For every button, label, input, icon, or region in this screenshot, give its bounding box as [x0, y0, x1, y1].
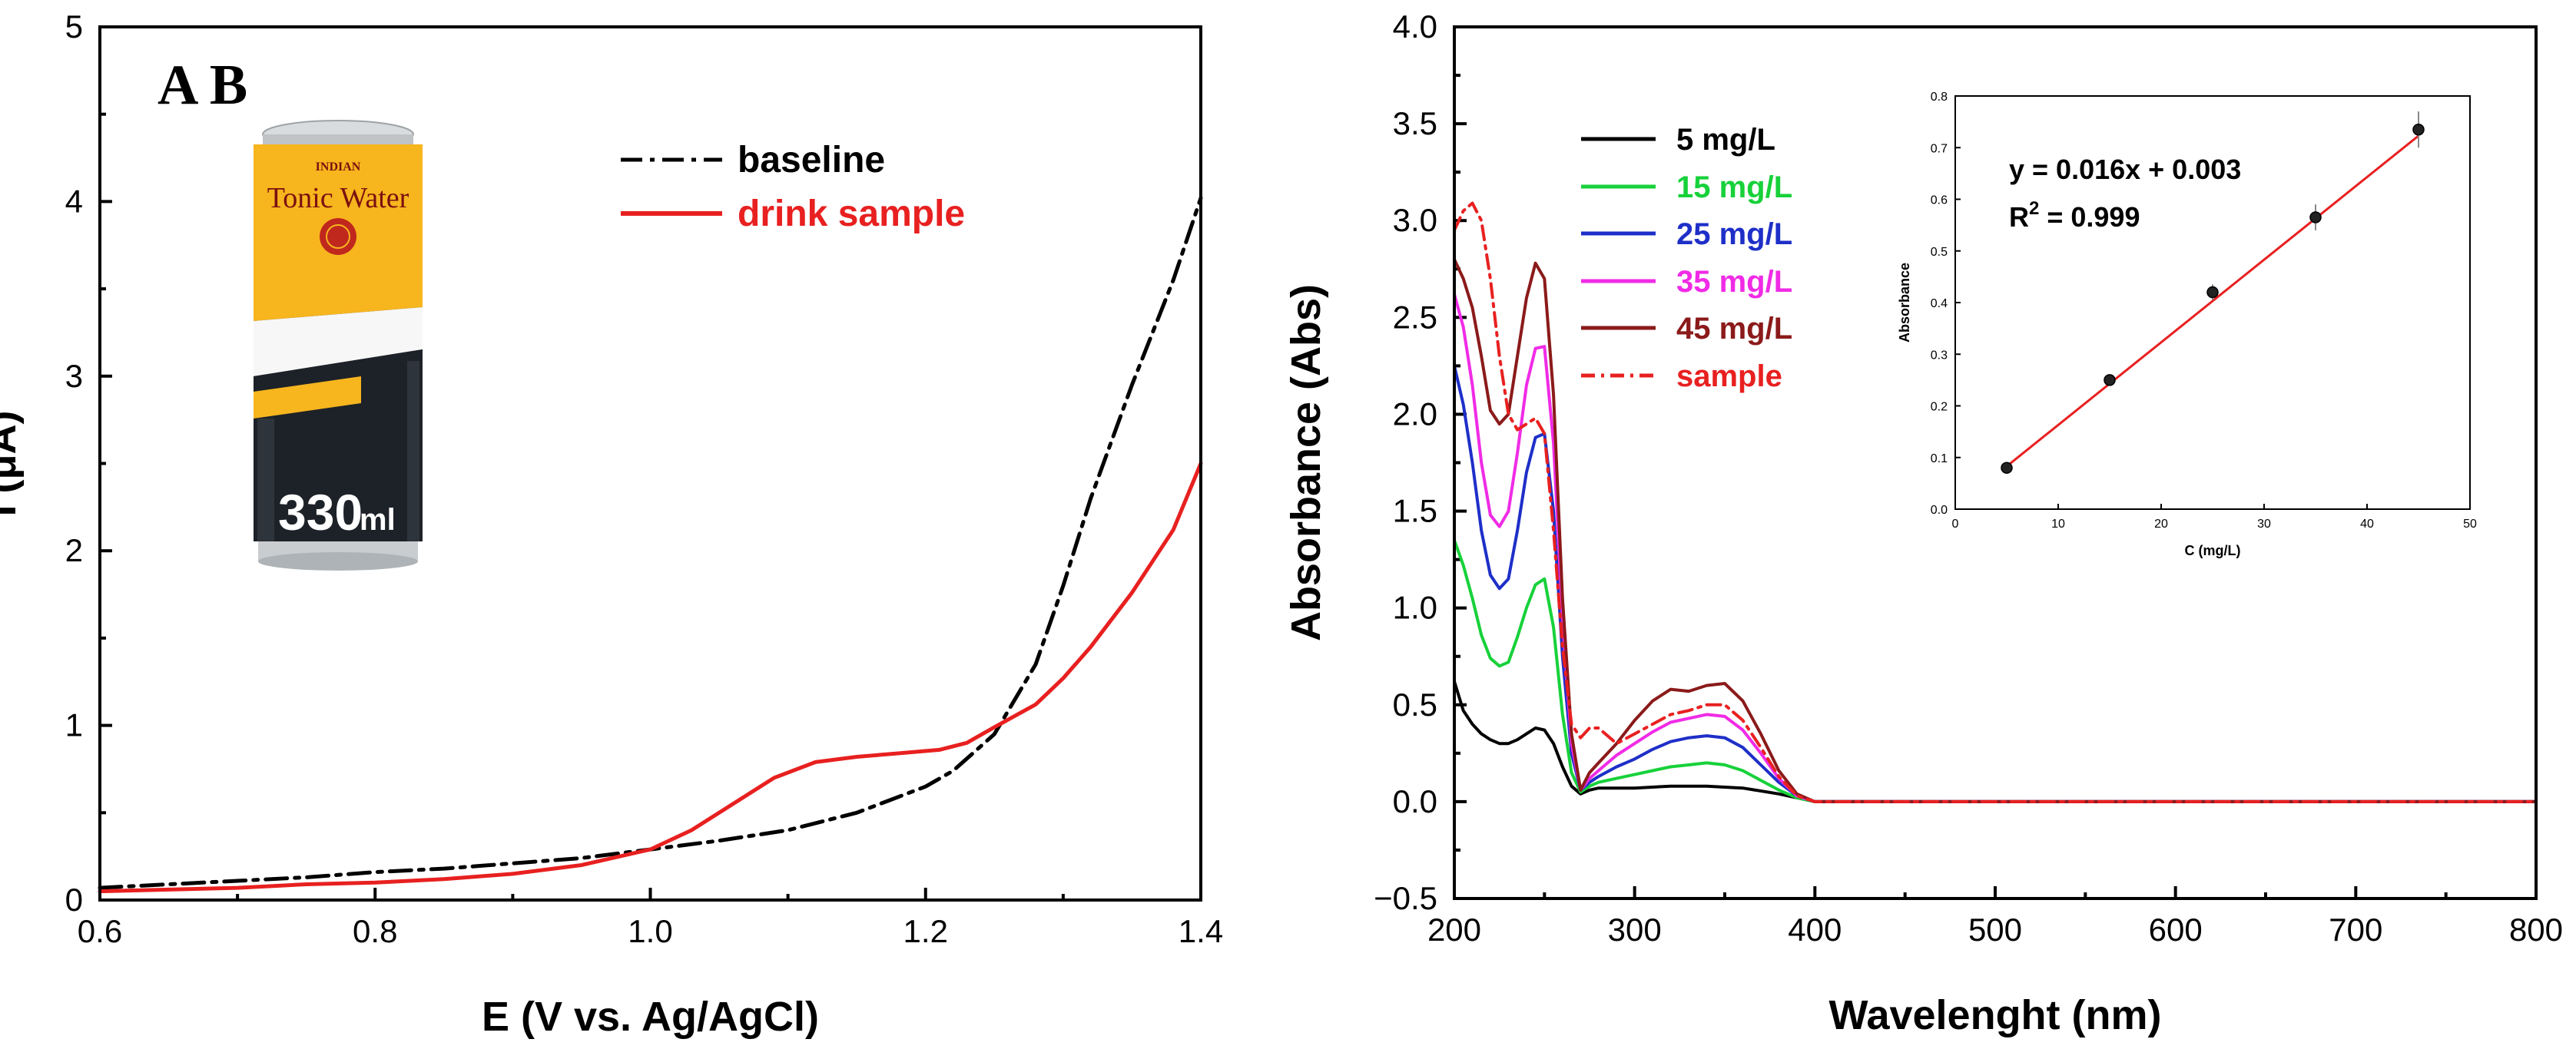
inset-tick-labels: 0 10 20 30 40 50 0.0 0.1 0.2 0.3 0.4 0.5 0.6 0.7 0.8 — [1931, 91, 2477, 531]
panel-b-legend: 5 mg/L 15 mg/L 25 mg/L 35 mg/L 45 mg/L s… — [1581, 123, 1792, 393]
legend-label-25mgL: 25 mg/L — [1676, 217, 1792, 251]
x-tick-label: 10 — [2051, 518, 2065, 531]
series-line-baseline — [98, 196, 1203, 890]
inset-equation: y = 0.016x + 0.003 — [2009, 154, 2241, 185]
y-tick-label: 0.7 — [1931, 142, 1948, 155]
y-tick-label: 0.6 — [1931, 194, 1948, 207]
tonic-water-can-image: INDIAN Tonic Water 330 ml — [254, 120, 423, 571]
x-tick-label: 700 — [2329, 912, 2382, 948]
panel-a-legend: baseline drink sample — [621, 140, 965, 234]
panel-b-ticks — [1453, 25, 2538, 900]
y-tick-label: 1 — [65, 707, 83, 743]
inset-x-axis-label: C (mg/L) — [2185, 543, 2241, 558]
data-point — [2104, 374, 2116, 386]
y-tick-label: 3.5 — [1393, 105, 1437, 141]
inset-y-axis-label: Absorbance — [1897, 263, 1912, 343]
y-tick-label: 0.2 — [1931, 401, 1948, 414]
data-point — [2001, 462, 2013, 474]
y-tick-label: 1.5 — [1393, 493, 1437, 529]
inset-fit-line — [2006, 134, 2419, 468]
panel-a-tick-labels: 0.6 0.8 1.0 1.2 1.4 0 1 2 3 4 5 — [65, 8, 1224, 949]
panel-letters: A B — [157, 54, 247, 117]
x-tick-label: 500 — [1968, 912, 2022, 948]
y-tick-label: 2.0 — [1393, 395, 1437, 432]
panel-b: 200 300 400 500 600 700 800−0.50.00.51.01.52.0… — [1283, 8, 2563, 1038]
series-line-sample — [1453, 201, 2538, 803]
panel-a-plot-frame — [98, 25, 1202, 902]
y-tick-label: 2.5 — [1393, 299, 1437, 335]
y-tick-label: 3 — [65, 358, 83, 394]
x-tick-label: 300 — [1608, 912, 1662, 948]
x-tick-label: 1.2 — [903, 913, 948, 949]
y-tick-label: 0.8 — [1931, 91, 1948, 104]
y-tick-label: 4 — [65, 183, 83, 219]
data-point — [2412, 123, 2425, 136]
series-line-45-mg-l — [1453, 257, 2538, 803]
y-tick-label: 0 — [65, 882, 83, 918]
x-tick-label: 1.4 — [1179, 913, 1223, 949]
fit-line — [2006, 134, 2419, 468]
x-tick-label: 0.8 — [353, 913, 397, 949]
inset-plot-frame — [1954, 95, 2471, 510]
inset-points — [2001, 111, 2425, 474]
x-tick-label: 200 — [1427, 912, 1481, 948]
y-tick-label: 0.5 — [1393, 687, 1437, 723]
y-tick-label: 0.0 — [1931, 504, 1948, 517]
panel-b-series — [1453, 201, 2538, 803]
y-tick-label: 0.4 — [1931, 297, 1948, 310]
x-tick-label: 0 — [1952, 518, 1959, 531]
panel-b-x-axis-label: Wavelenght (nm) — [1828, 992, 2161, 1038]
legend-label-baseline: baseline — [738, 140, 885, 180]
x-tick-label: 600 — [2149, 912, 2203, 948]
y-tick-label: 0.3 — [1931, 349, 1948, 362]
panel-a-x-axis-label: E (V vs. Ag/AgCl) — [482, 994, 819, 1040]
legend-label-45mgL: 45 mg/L — [1676, 312, 1792, 346]
data-point — [2206, 286, 2219, 299]
can-emblem-icon — [320, 218, 356, 255]
y-tick-label: 0.0 — [1393, 783, 1437, 819]
panel-b-tick-labels: 200 300 400 500 600 700 800−0.50.00.51.01.52.0… — [1374, 8, 2563, 948]
panel-a-series — [98, 196, 1203, 894]
legend-label-sample: sample — [1676, 359, 1782, 393]
y-tick-label: 0.5 — [1931, 246, 1948, 259]
y-tick-label: 5 — [65, 8, 83, 45]
legend-label-15mgL: 15 mg/L — [1676, 170, 1792, 204]
can-volume-unit: ml — [360, 503, 396, 537]
panel-b-y-axis-label: Absorbance (Abs) — [1283, 284, 1329, 641]
x-tick-label: 400 — [1788, 912, 1842, 948]
x-tick-label: 30 — [2257, 518, 2271, 531]
legend-label-drink-sample: drink sample — [738, 194, 965, 234]
y-tick-label: 3.0 — [1393, 202, 1437, 238]
x-tick-label: 1.0 — [628, 913, 672, 949]
can-product-text: Tonic Water — [267, 182, 409, 214]
x-tick-label: 0.6 — [78, 913, 122, 949]
calibration-inset: 0 10 20 30 40 50 0.0 0.1 0.2 0.3 0.4 0.5 0.6 0.7 0.8 C… — [1897, 91, 2477, 564]
panel-a-y-axis-label: I (μA) — [0, 410, 25, 516]
y-tick-label: 1.0 — [1393, 590, 1437, 626]
x-tick-label: 40 — [2360, 518, 2374, 531]
y-tick-label: −0.5 — [1374, 880, 1437, 916]
inset-r-squared: R2 = 0.999 — [2009, 198, 2140, 233]
x-tick-label: 50 — [2463, 518, 2477, 531]
y-tick-label: 0.1 — [1931, 452, 1948, 465]
data-point — [2309, 211, 2322, 223]
can-brand-text: INDIAN — [316, 161, 361, 174]
x-tick-label: 800 — [2509, 912, 2563, 948]
panel-b-plot-frame — [1453, 25, 2538, 900]
series-line-15-mg-l — [1453, 538, 2538, 803]
legend-label-35mgL: 35 mg/L — [1676, 265, 1792, 299]
can-volume-number: 330 — [278, 484, 363, 541]
x-tick-label: 20 — [2154, 518, 2168, 531]
y-tick-label: 4.0 — [1393, 8, 1437, 45]
series-line-drink-sample — [98, 462, 1203, 894]
y-tick-label: 2 — [65, 532, 83, 568]
legend-label-5mgL: 5 mg/L — [1676, 123, 1775, 157]
